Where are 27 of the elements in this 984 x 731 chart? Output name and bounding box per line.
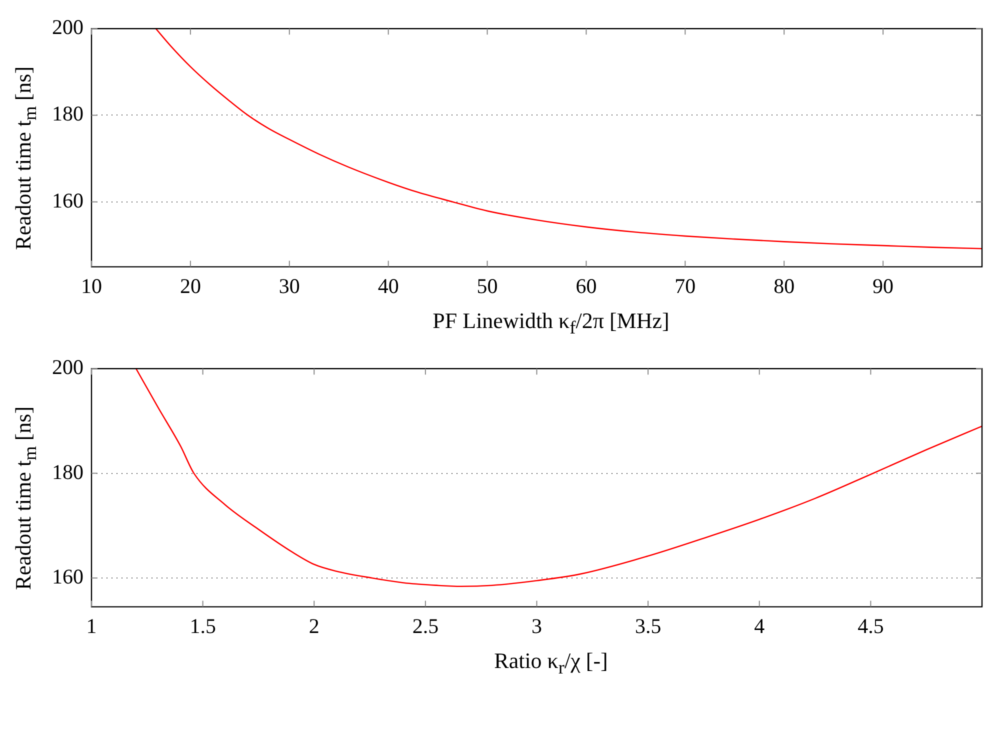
- x-tick-label: 80: [774, 274, 795, 298]
- line-series: [155, 28, 982, 250]
- x-axis-title: PF Linewidth κ$_{f}$/2π [MHz]: [432, 308, 670, 340]
- x-tick-label: 30: [278, 274, 300, 298]
- x-tick-label: 20: [180, 274, 201, 298]
- x-tick-label: 1: [86, 614, 97, 638]
- x-tick-label: 2.5: [412, 614, 439, 638]
- x-tick-label: 3.5: [634, 614, 662, 638]
- x-tick-label: 3: [532, 614, 542, 638]
- x-tick-label: 50: [476, 274, 498, 298]
- y-tick-label: 200: [52, 15, 84, 40]
- x-tick-label: 70: [674, 274, 696, 298]
- y-tick-label: 160: [52, 564, 84, 589]
- x-tick-label: 2: [308, 614, 320, 638]
- x-tick-label: 40: [378, 274, 399, 298]
- x-tick-label: 4.5: [858, 614, 884, 638]
- x-tick-label: 4: [754, 614, 766, 638]
- y-tick-label: 200: [52, 355, 84, 380]
- x-tick-label: 90: [872, 274, 894, 298]
- x-tick-label: 60: [576, 274, 597, 298]
- y-tick-label: 160: [52, 188, 84, 212]
- x-tick-label: 1.5: [190, 614, 216, 638]
- y-tick-label: 180: [52, 460, 84, 484]
- line-series: [135, 368, 982, 588]
- y-tick-label: 180: [52, 102, 84, 126]
- x-tick-label: 10: [81, 274, 102, 298]
- x-axis-title: Ratio κ$_{r}$/χ [-]: [493, 648, 609, 680]
